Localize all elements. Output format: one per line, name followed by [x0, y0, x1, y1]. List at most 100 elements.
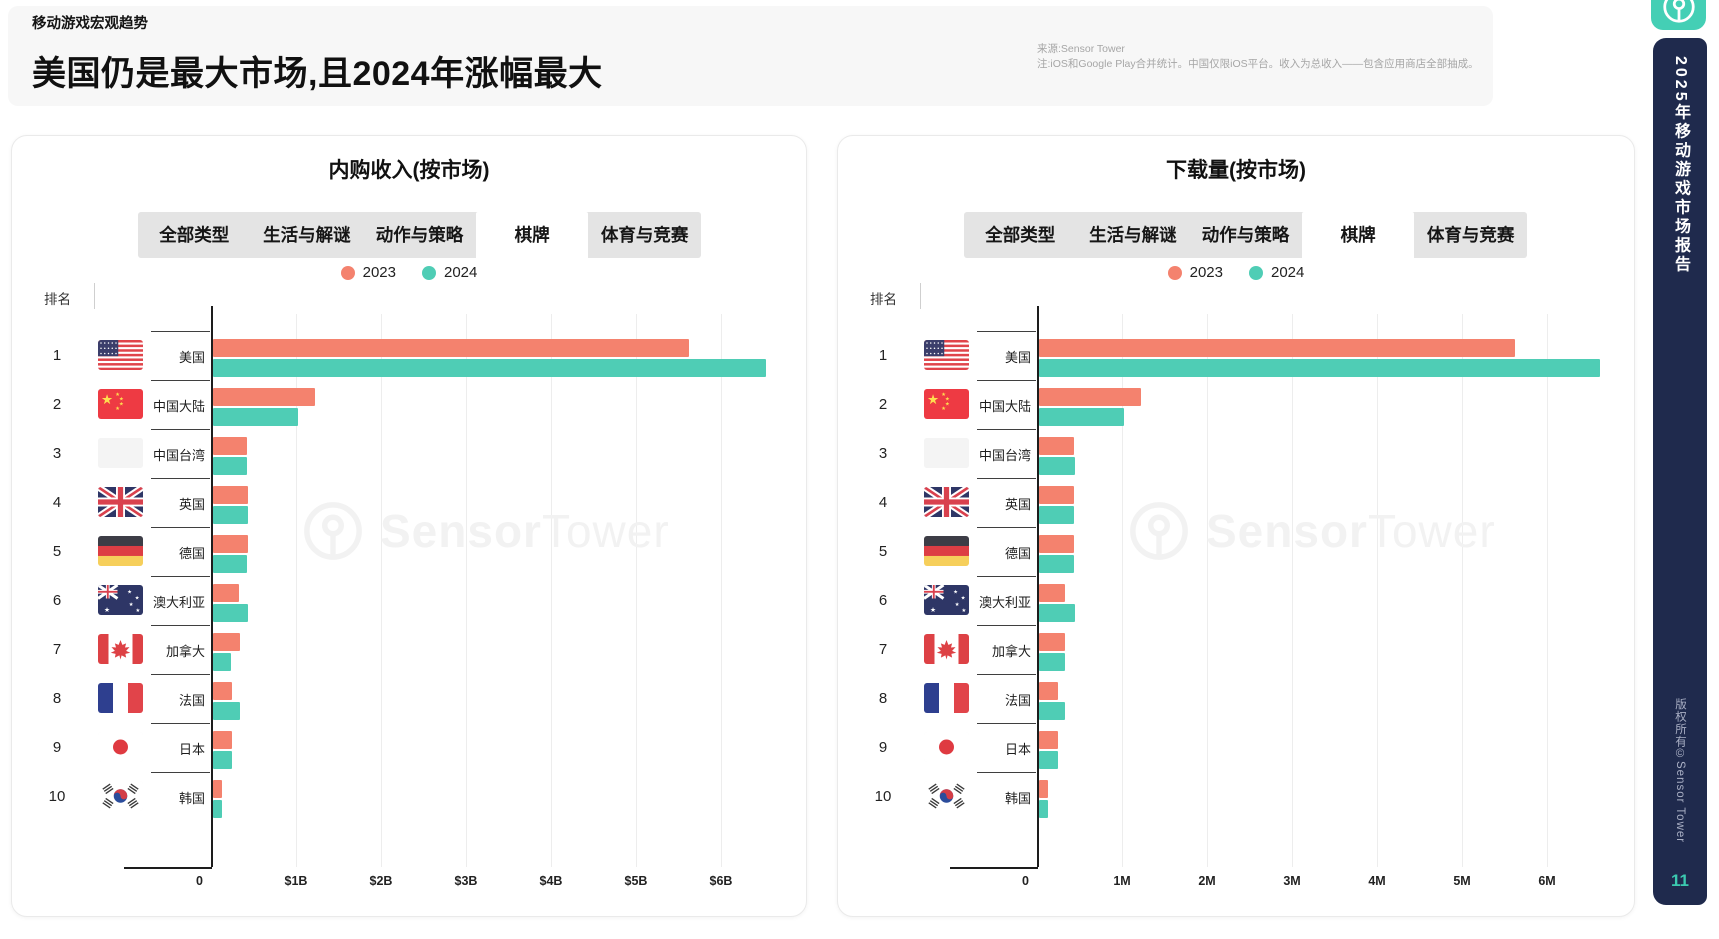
- tab-动作与策略[interactable]: 动作与策略: [375, 225, 464, 245]
- svg-text:★: ★: [945, 396, 950, 402]
- svg-text:★: ★: [101, 392, 113, 407]
- gridline: [1462, 314, 1463, 867]
- svg-text:★: ★: [129, 602, 134, 608]
- market-row-加拿大: 7 加拿大: [12, 625, 806, 674]
- rank-value: 4: [52, 494, 62, 511]
- tab-生活与解谜[interactable]: 生活与解谜: [263, 225, 351, 245]
- market-label: 中国大陆: [151, 380, 210, 429]
- rank-value: 9: [878, 739, 888, 756]
- svg-text:★: ★: [119, 396, 124, 402]
- flag-icon-jp: [924, 732, 969, 762]
- page-title: 美国仍是最大市场,且2024年涨幅最大: [32, 55, 603, 93]
- legend-dot: [1167, 265, 1182, 280]
- bar-2024-中国大陆: [1039, 408, 1124, 426]
- bar-2023-中国大陆: [1039, 388, 1141, 406]
- bar-2023-韩国: [213, 780, 223, 798]
- tab-体育与竞赛[interactable]: 体育与竞赛: [1426, 225, 1515, 245]
- bar-2024-澳大利亚: [213, 604, 248, 622]
- market-label: 澳大利亚: [977, 576, 1036, 625]
- bar-2023-澳大利亚: [1039, 584, 1066, 602]
- tab-体育与竞赛[interactable]: 体育与竞赛: [600, 225, 689, 245]
- y-axis-line: [1037, 306, 1039, 867]
- flag-icon-us: [98, 340, 143, 370]
- x-tick: 4M: [1368, 874, 1386, 888]
- bar-2024-日本: [213, 751, 232, 769]
- tab-动作与策略[interactable]: 动作与策略: [1201, 225, 1290, 245]
- chart-legend: 2023 2024: [12, 264, 806, 281]
- bar-2023-日本: [1039, 731, 1058, 749]
- tab-棋牌[interactable]: 棋牌: [475, 212, 589, 268]
- legend-item-2024: 2024: [422, 264, 477, 281]
- tab-棋牌[interactable]: 棋牌: [1301, 212, 1415, 268]
- rank-value: 1: [878, 347, 888, 364]
- bar-2024-韩国: [213, 800, 223, 818]
- bar-2023-英国: [1039, 486, 1074, 504]
- copyright-vertical: 版权所有©Sensor Tower: [1674, 697, 1686, 843]
- x-tick: 3M: [1283, 874, 1301, 888]
- market-label: 中国台湾: [151, 429, 210, 478]
- chart-title: 下载量(按市场): [1166, 159, 1306, 182]
- market-label: 加拿大: [151, 625, 210, 674]
- svg-text:★: ★: [961, 595, 966, 601]
- page-number: 11: [1671, 871, 1689, 890]
- market-label: 德国: [151, 527, 210, 576]
- legend-item-2023: 2023: [1167, 264, 1223, 281]
- market-row-英国: 4 英国: [838, 478, 1634, 527]
- rank-value: 5: [878, 543, 888, 560]
- rank-value: 9: [52, 739, 62, 756]
- tab-全部类型[interactable]: 全部类型: [159, 225, 230, 245]
- bar-2023-美国: [1039, 339, 1515, 357]
- market-label: 澳大利亚: [151, 576, 210, 625]
- market-row-德国: 5 德国: [12, 527, 806, 576]
- flag-icon-kr: [98, 781, 143, 811]
- rank-value: 4: [878, 494, 888, 511]
- market-label: 德国: [977, 527, 1036, 576]
- gridline: [1377, 314, 1378, 867]
- bar-2023-美国: [213, 339, 689, 357]
- flag-icon-jp: [98, 732, 143, 762]
- rank-value: 7: [52, 641, 62, 658]
- market-label: 韩国: [977, 772, 1036, 821]
- plot-area: 0 $1B $2B $3B $4B $5B $6B SensorTower 1 美国 2 ★ ★ ★ ★ ★ 中…: [12, 136, 806, 916]
- svg-text:★: ★: [115, 406, 120, 412]
- tab-生活与解谜[interactable]: 生活与解谜: [1089, 225, 1177, 245]
- x-tick: 0: [196, 874, 203, 888]
- svg-text:★: ★: [945, 402, 950, 408]
- market-label: 法国: [151, 674, 210, 723]
- legend-label: 2024: [444, 264, 478, 281]
- flag-icon-cn: ★ ★ ★ ★ ★: [98, 389, 143, 419]
- flag-icon-us: [924, 340, 969, 370]
- tab-全部类型[interactable]: 全部类型: [985, 225, 1056, 245]
- flag-icon-gb: [924, 487, 969, 517]
- note-line: 注:iOS和Google Play合并统计。中国仅限iOS平台。收入为总收入——…: [1037, 58, 1479, 70]
- gridline: [381, 314, 382, 867]
- bar-2024-德国: [213, 555, 247, 573]
- bar-2024-加拿大: [1039, 653, 1066, 671]
- rank-divider: [920, 283, 921, 309]
- svg-text:★: ★: [135, 595, 140, 601]
- svg-text:★: ★: [941, 406, 946, 412]
- bar-2023-澳大利亚: [213, 584, 240, 602]
- gridline: [551, 314, 552, 867]
- x-tick: 2M: [1198, 874, 1216, 888]
- flag-icon-de: [98, 536, 143, 566]
- market-row-韩国: 10 韩国: [12, 772, 806, 821]
- bar-2024-英国: [1039, 506, 1074, 524]
- report-sidebar: 2025年移动游戏市场报告 版权所有©Sensor Tower 11: [1653, 38, 1707, 905]
- bar-2023-德国: [1039, 535, 1074, 553]
- chart-card-downloads: 下载量(按市场) 全部类型 生活与解谜 动作与策略 棋牌 体育与竞赛 2023 2024 …: [837, 135, 1635, 917]
- flag-icon-ca: [924, 634, 969, 664]
- legend-label: 2023: [1189, 264, 1223, 281]
- bar-2023-英国: [213, 486, 248, 504]
- sensor-tower-logo-button[interactable]: [1651, 0, 1706, 30]
- bar-2023-日本: [213, 731, 232, 749]
- plot-area: 0 1M 2M 3M 4M 5M 6M SensorTower 1 美国 2 ★ ★ ★ ★ ★ 中国大陆 3 中国…: [838, 136, 1634, 916]
- x-tick: 6M: [1538, 874, 1556, 888]
- bar-2023-中国台湾: [213, 437, 247, 455]
- gridline: [1122, 314, 1123, 867]
- rank-value: 6: [878, 592, 888, 609]
- x-axis-line: [124, 867, 212, 869]
- bar-2024-法国: [213, 702, 241, 720]
- gridline: [636, 314, 637, 867]
- section-eyebrow: 移动游戏宏观趋势: [32, 16, 148, 32]
